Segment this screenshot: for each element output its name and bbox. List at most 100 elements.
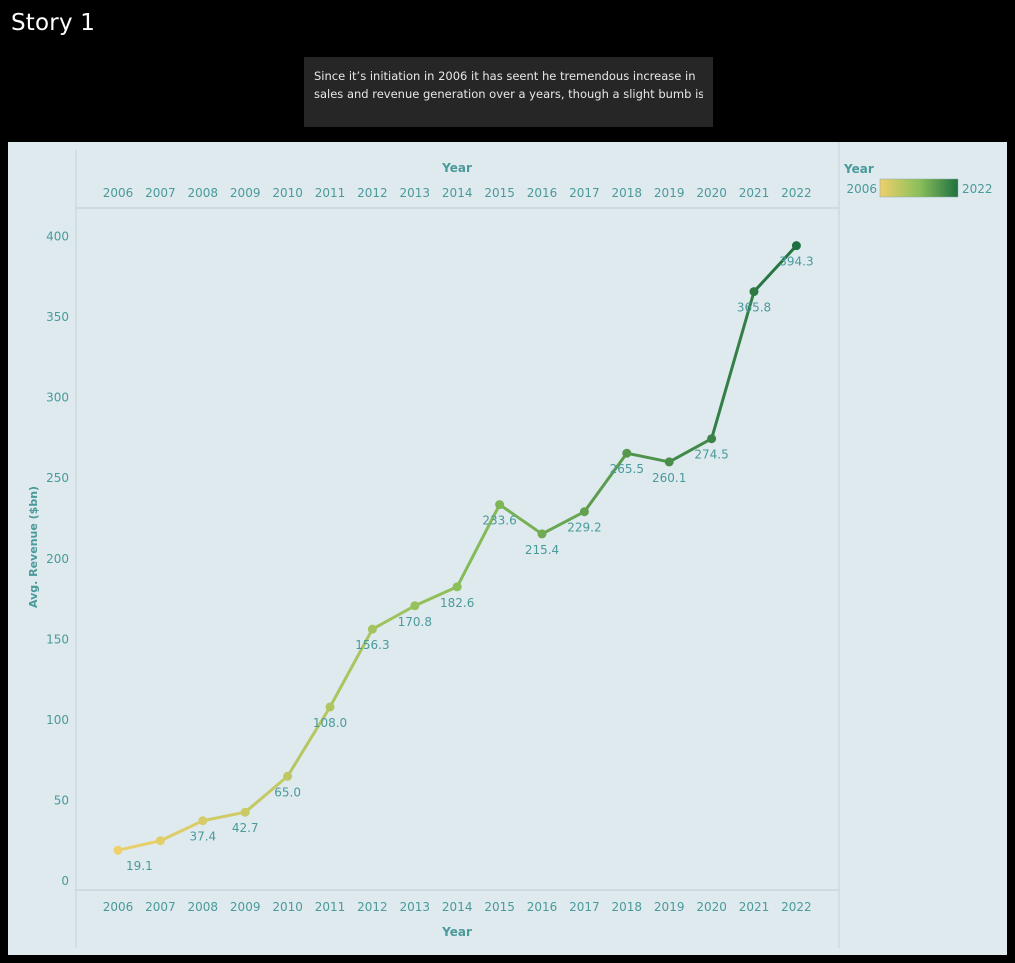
- top-x-tick-label: 2022: [781, 186, 812, 200]
- color-legend[interactable]: Year 2006 2022: [843, 162, 993, 198]
- data-point[interactable]: [113, 845, 123, 855]
- bottom-x-axis-ticks: 2006 2007 2008 2009 2010 2011 2012 2013 2014 2015…: [103, 900, 812, 914]
- top-x-axis-title: Year: [441, 161, 472, 175]
- legend-color-ramp: [879, 178, 959, 198]
- top-x-tick-label: 2016: [527, 186, 558, 200]
- top-x-tick-label: 2010: [272, 186, 303, 200]
- y-tick-label: 250: [46, 471, 69, 485]
- top-x-tick-label: 2015: [484, 186, 515, 200]
- data-label: 394.3: [779, 255, 813, 269]
- y-axis-ticks: 0 50 100 150 200 250 300 350 400: [46, 230, 69, 889]
- story-title: Story 1: [11, 10, 96, 36]
- line-segment: [201, 810, 247, 823]
- top-x-tick-label: 2017: [569, 186, 600, 200]
- data-points[interactable]: [113, 241, 801, 855]
- bottom-x-tick-label: 2014: [442, 900, 473, 914]
- data-point[interactable]: [495, 500, 505, 510]
- top-x-tick-label: 2007: [145, 186, 176, 200]
- y-tick-label: 300: [46, 391, 69, 405]
- data-label: 265.5: [610, 462, 644, 476]
- data-label: 156.3: [355, 638, 389, 652]
- line-segment: [498, 503, 544, 536]
- bottom-x-tick-label: 2009: [230, 900, 261, 914]
- data-point[interactable]: [749, 287, 759, 297]
- top-x-tick-label: 2020: [696, 186, 727, 200]
- data-label: 274.5: [694, 448, 728, 462]
- top-x-tick-label: 2008: [188, 186, 219, 200]
- line-segment: [625, 451, 671, 464]
- top-x-tick-label: 2006: [103, 186, 134, 200]
- caption-line: Since it’s initiation in 2006 it has see…: [314, 69, 696, 83]
- top-x-tick-label: 2021: [739, 186, 770, 200]
- top-x-tick-label: 2019: [654, 186, 685, 200]
- data-point[interactable]: [622, 448, 632, 458]
- line-segment: [667, 437, 714, 464]
- y-tick-label: 400: [46, 230, 69, 244]
- line-segment: [455, 503, 502, 589]
- top-x-tick-label: 2012: [357, 186, 388, 200]
- data-point[interactable]: [283, 771, 293, 781]
- data-point[interactable]: [240, 807, 250, 817]
- line-segment: [158, 819, 205, 843]
- data-label: 65.0: [274, 785, 301, 799]
- bottom-x-axis-title: Year: [441, 925, 472, 939]
- data-label: 42.7: [232, 821, 259, 835]
- data-label: 365.8: [737, 301, 771, 315]
- data-point[interactable]: [791, 241, 801, 251]
- line-segment: [243, 774, 290, 814]
- y-tick-label: 350: [46, 310, 69, 324]
- bottom-x-tick-label: 2007: [145, 900, 176, 914]
- top-x-tick-label: 2009: [230, 186, 261, 200]
- data-label: 260.1: [652, 471, 686, 485]
- y-tick-label: 100: [46, 713, 69, 727]
- data-point[interactable]: [579, 507, 589, 517]
- data-point[interactable]: [410, 601, 420, 611]
- line-segment: [328, 627, 374, 709]
- bottom-x-tick-label: 2015: [484, 900, 515, 914]
- data-point[interactable]: [367, 624, 377, 634]
- line-segment: [540, 510, 586, 536]
- line-segment: [286, 705, 332, 778]
- bottom-x-tick-label: 2011: [315, 900, 346, 914]
- data-point[interactable]: [537, 529, 547, 539]
- data-point[interactable]: [707, 434, 717, 444]
- data-label: 215.4: [525, 543, 559, 557]
- bottom-x-tick-label: 2008: [188, 900, 219, 914]
- line-segment: [710, 290, 756, 441]
- line-segment: [116, 839, 162, 852]
- bottom-x-tick-label: 2013: [400, 900, 431, 914]
- bottom-x-tick-label: 2016: [527, 900, 558, 914]
- data-point[interactable]: [452, 582, 462, 592]
- line-segment: [370, 604, 417, 631]
- line-segment: [413, 585, 459, 608]
- y-tick-label: 50: [54, 793, 69, 807]
- data-label: 108.0: [313, 716, 347, 730]
- top-x-axis-ticks: 2006 2007 2008 2009 2010 2011 2012 2013 2014 2015…: [103, 186, 812, 200]
- data-point[interactable]: [664, 457, 674, 467]
- line-segment: [752, 244, 798, 294]
- top-x-tick-label: 2011: [315, 186, 346, 200]
- data-label: 229.2: [567, 521, 601, 535]
- data-point[interactable]: [325, 702, 335, 712]
- y-tick-label: 200: [46, 552, 69, 566]
- top-x-tick-label: 2013: [400, 186, 431, 200]
- data-label: 170.8: [398, 615, 432, 629]
- caption-line: sales and revenue generation over a year…: [314, 87, 703, 101]
- bottom-x-tick-label: 2019: [654, 900, 685, 914]
- data-point[interactable]: [155, 836, 165, 846]
- line-series: [116, 244, 798, 852]
- bottom-x-tick-label: 2020: [696, 900, 727, 914]
- line-segment: [582, 451, 629, 514]
- top-x-tick-label: 2014: [442, 186, 473, 200]
- bottom-x-tick-label: 2012: [357, 900, 388, 914]
- story-caption[interactable]: Since it’s initiation in 2006 it has see…: [304, 57, 713, 127]
- legend-min-label: 2006: [846, 182, 877, 196]
- data-point[interactable]: [198, 816, 208, 826]
- bottom-x-tick-label: 2018: [612, 900, 643, 914]
- bottom-x-tick-label: 2010: [272, 900, 303, 914]
- bottom-x-tick-label: 2021: [739, 900, 770, 914]
- y-axis-title: Avg. Revenue ($bn): [27, 486, 40, 608]
- data-label: 182.6: [440, 596, 474, 610]
- data-label: 19.1: [126, 859, 153, 873]
- legend-max-label: 2022: [962, 182, 993, 196]
